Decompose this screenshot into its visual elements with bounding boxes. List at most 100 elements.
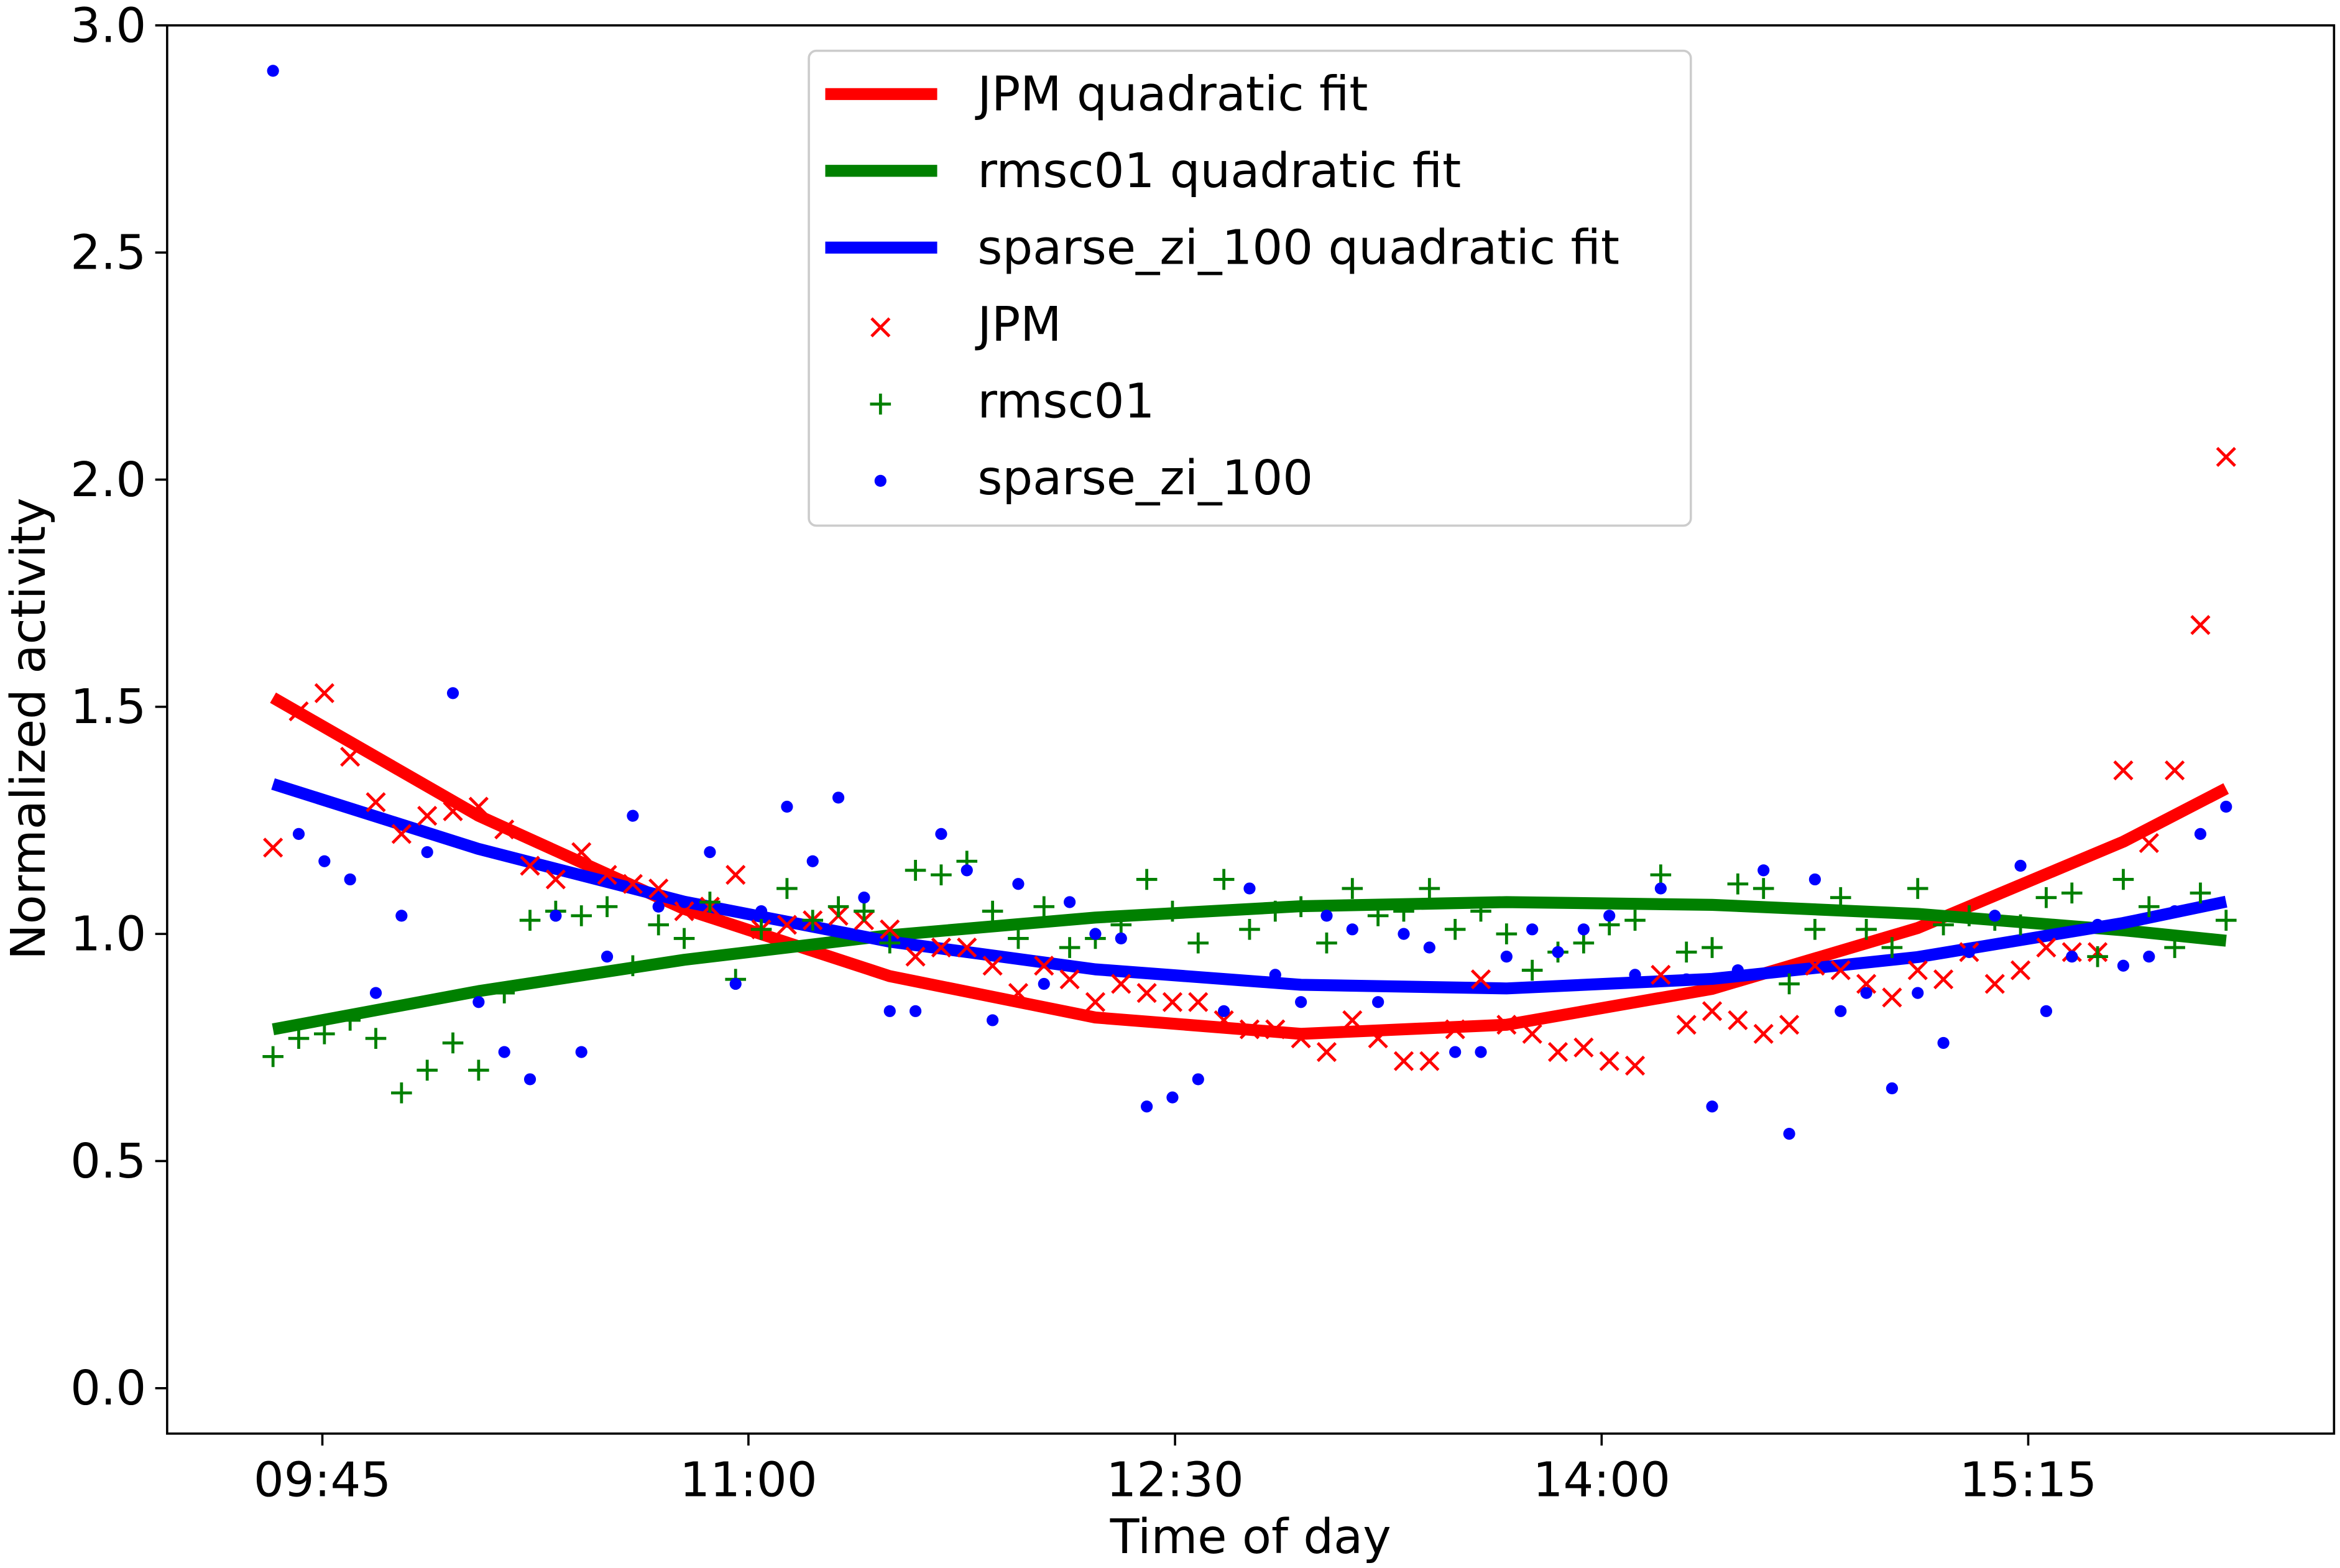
point (1085, 992, 1106, 1012)
point (1470, 900, 1491, 922)
point (1886, 1082, 1899, 1095)
point (2138, 896, 2160, 918)
point (1702, 1001, 1723, 1022)
point (1753, 1023, 1774, 1044)
point (1675, 941, 1697, 963)
point (1654, 882, 1667, 895)
point (931, 937, 952, 958)
point (2112, 869, 2134, 890)
point (2194, 828, 2207, 840)
x-tick-label: 12:30 (1106, 1453, 1243, 1508)
point (827, 896, 849, 918)
point (729, 977, 742, 990)
point (1316, 1041, 1337, 1063)
point (883, 1005, 896, 1017)
legend-label: rmsc01 quadratic fit (977, 144, 1461, 199)
point (905, 860, 926, 881)
legend: JPM quadratic fit rmsc01 quadratic fit spa… (808, 49, 1692, 527)
point (1342, 1010, 1363, 1031)
point (2087, 946, 2108, 967)
point (1419, 878, 1440, 899)
point (674, 901, 694, 921)
point (1835, 1005, 1847, 1017)
point (498, 1046, 510, 1058)
point (1393, 900, 1414, 922)
point (2035, 887, 2057, 908)
legend-label: rmsc01 (977, 374, 1154, 430)
point (832, 791, 845, 804)
point (2010, 960, 2031, 980)
point (2215, 910, 2237, 931)
point (292, 828, 305, 840)
point (2143, 951, 2155, 963)
point (1779, 1015, 1800, 1035)
point (1166, 1091, 1179, 1104)
point (1444, 919, 1466, 940)
point (571, 905, 592, 926)
point (601, 951, 614, 963)
legend-label: sparse_zi_100 (977, 451, 1313, 506)
point (1856, 919, 1877, 940)
point (1779, 973, 1800, 995)
point (858, 892, 870, 904)
point (417, 806, 438, 826)
point (1214, 1010, 1234, 1031)
point (318, 855, 331, 867)
point (1702, 937, 1723, 958)
point (1706, 1100, 1718, 1113)
x-tick-label: 11:00 (679, 1453, 817, 1508)
point (1346, 923, 1358, 936)
point (1470, 969, 1491, 990)
point (1192, 1073, 1204, 1086)
point (1522, 1023, 1542, 1044)
point (957, 937, 977, 958)
point (2165, 760, 2185, 781)
point (987, 1014, 999, 1026)
point (468, 796, 489, 817)
point (1573, 1037, 1594, 1058)
point (2010, 914, 2031, 936)
point (2014, 859, 2027, 872)
point (802, 910, 824, 931)
legend-label: sparse_zi_100 quadratic fit (977, 221, 1619, 276)
fit-line (270, 692, 2229, 1040)
point (550, 910, 562, 922)
point (1805, 956, 1825, 976)
point (1320, 910, 1333, 922)
point (468, 1059, 489, 1081)
point (1475, 1046, 1487, 1058)
point (1907, 878, 1928, 899)
point (1243, 882, 1256, 895)
x-axis-label: Time of day (1110, 1510, 1391, 1565)
point (263, 837, 283, 858)
point (1552, 946, 1564, 958)
point (1577, 923, 1590, 936)
point (678, 896, 691, 908)
point (2061, 882, 2083, 904)
point (369, 987, 382, 999)
point (982, 900, 1003, 922)
y-tick-label: 3.0 (70, 0, 146, 53)
point (1269, 969, 1281, 981)
point (1342, 878, 1363, 899)
point (1651, 964, 1671, 985)
point (1290, 896, 1312, 918)
point (1984, 974, 2005, 994)
point (262, 1046, 283, 1068)
legend-label: JPM quadratic fit (975, 67, 1368, 122)
point (1008, 928, 1029, 949)
point (1239, 1019, 1260, 1040)
point (520, 855, 540, 876)
point (1136, 982, 1157, 1003)
point (1038, 977, 1050, 990)
point (267, 65, 279, 77)
point (339, 1010, 361, 1031)
legend-swatch (874, 474, 887, 487)
y-tick-label: 2.0 (70, 453, 146, 508)
point (446, 687, 459, 699)
plot-frame (166, 24, 2336, 1435)
x-tick-label: 15:15 (1960, 1453, 2097, 1508)
point (1239, 919, 1260, 940)
point (545, 869, 566, 890)
point (2190, 615, 2211, 635)
